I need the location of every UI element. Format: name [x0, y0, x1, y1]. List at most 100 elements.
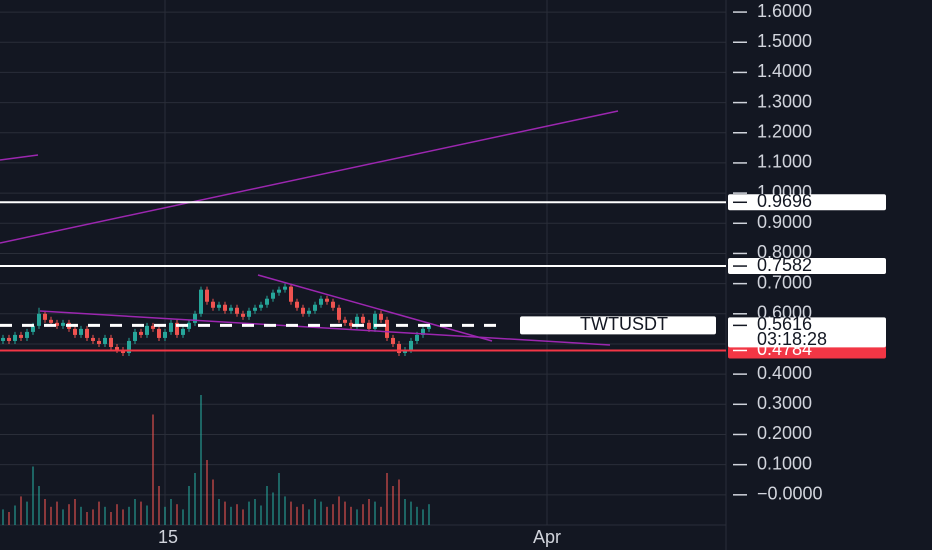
candle-body: [271, 292, 275, 299]
volume-bar: [98, 501, 100, 525]
candle-body: [325, 298, 329, 302]
y-tick-label: 1.1000: [757, 152, 812, 172]
volume-bar: [290, 501, 292, 525]
volume-bar: [38, 486, 40, 525]
candle-body: [235, 307, 239, 314]
volume-bar: [236, 504, 238, 525]
volume: [2, 395, 430, 525]
volume-bar: [320, 501, 322, 525]
y-tick-label: −0.0000: [757, 484, 823, 504]
level-label-box: [728, 258, 886, 275]
symbol-box: [520, 316, 716, 335]
candle-body: [301, 307, 305, 314]
candle-body: [127, 340, 131, 354]
volume-bar: [20, 496, 22, 525]
candle-body: [427, 325, 431, 329]
candle-body: [397, 343, 401, 354]
candle-body: [415, 334, 419, 341]
countdown-label: 03:18:28: [757, 329, 827, 349]
volume-bar: [8, 512, 10, 525]
volume-bar: [194, 473, 196, 525]
candle-body: [157, 328, 161, 338]
trend-line: [39, 310, 611, 346]
trend-line: [0, 110, 619, 244]
candle-body: [349, 322, 353, 326]
candle-body: [319, 298, 323, 305]
volume-bar: [74, 499, 76, 525]
volume-bar: [338, 496, 340, 525]
symbol-label: TWTUSDT: [580, 314, 668, 334]
candle-body: [115, 346, 119, 350]
candle-body: [13, 334, 17, 341]
candle-body: [361, 316, 365, 323]
candle-body: [295, 301, 299, 308]
volume-bar: [314, 499, 316, 525]
candle-body: [19, 334, 23, 338]
volume-bar: [362, 504, 364, 525]
volume-bar: [32, 466, 34, 525]
level-label-box: [728, 194, 886, 211]
volume-bar: [176, 504, 178, 525]
volume-bar: [416, 506, 418, 525]
level-label: 0.7582: [757, 255, 812, 275]
volume-bar: [104, 506, 106, 525]
candle-body: [409, 340, 413, 350]
volume-bar: [260, 505, 262, 525]
volume-bar: [404, 499, 406, 525]
volume-bar: [356, 509, 358, 525]
volume-bar: [422, 509, 424, 525]
candles: [1, 283, 431, 357]
candle-body: [205, 289, 209, 302]
volume-bar: [44, 499, 46, 525]
candle-body: [79, 328, 83, 335]
volume-bar: [152, 414, 154, 525]
candle-body: [151, 325, 155, 329]
volume-bar: [134, 499, 136, 525]
volume-bar: [296, 506, 298, 525]
y-tick-label: 1.6000: [757, 1, 812, 21]
volume-bar: [56, 501, 58, 525]
y-tick-label: 0.8000: [757, 242, 812, 262]
candle-body: [331, 301, 335, 308]
candle-body: [85, 328, 89, 338]
candle-body: [145, 325, 149, 335]
volume-bar: [50, 506, 52, 525]
volume-bar: [146, 505, 148, 525]
candle-body: [31, 325, 35, 332]
candle-body: [367, 322, 371, 329]
candle-body: [259, 304, 263, 308]
volume-bar: [218, 499, 220, 525]
candle-body: [91, 337, 95, 341]
candle-body: [373, 313, 377, 329]
volume-bar: [206, 460, 208, 525]
candle-body: [193, 313, 197, 323]
volume-bar: [158, 486, 160, 525]
volume-bar: [254, 499, 256, 525]
candle-body: [73, 328, 77, 335]
y-tick-label: 0.9000: [757, 212, 812, 232]
trend-line: [0, 154, 39, 161]
volume-bar: [326, 506, 328, 525]
volume-bar: [62, 509, 64, 525]
volume-bar: [272, 492, 274, 525]
candle-body: [211, 301, 215, 308]
candle-body: [223, 304, 227, 311]
volume-bar: [266, 486, 268, 525]
y-tick-label: 1.4000: [757, 61, 812, 81]
candle-body: [1, 337, 5, 341]
volume-bar: [398, 479, 400, 525]
volume-bar: [212, 479, 214, 525]
volume-bar: [410, 501, 412, 525]
volume-bar: [86, 512, 88, 525]
candle-body: [97, 340, 101, 344]
candle-body: [175, 322, 179, 335]
volume-bar: [224, 501, 226, 525]
candle-body: [199, 289, 203, 314]
candle-body: [355, 316, 359, 326]
volume-bar: [164, 506, 166, 525]
candle-body: [313, 304, 317, 311]
drawings: [0, 110, 619, 346]
